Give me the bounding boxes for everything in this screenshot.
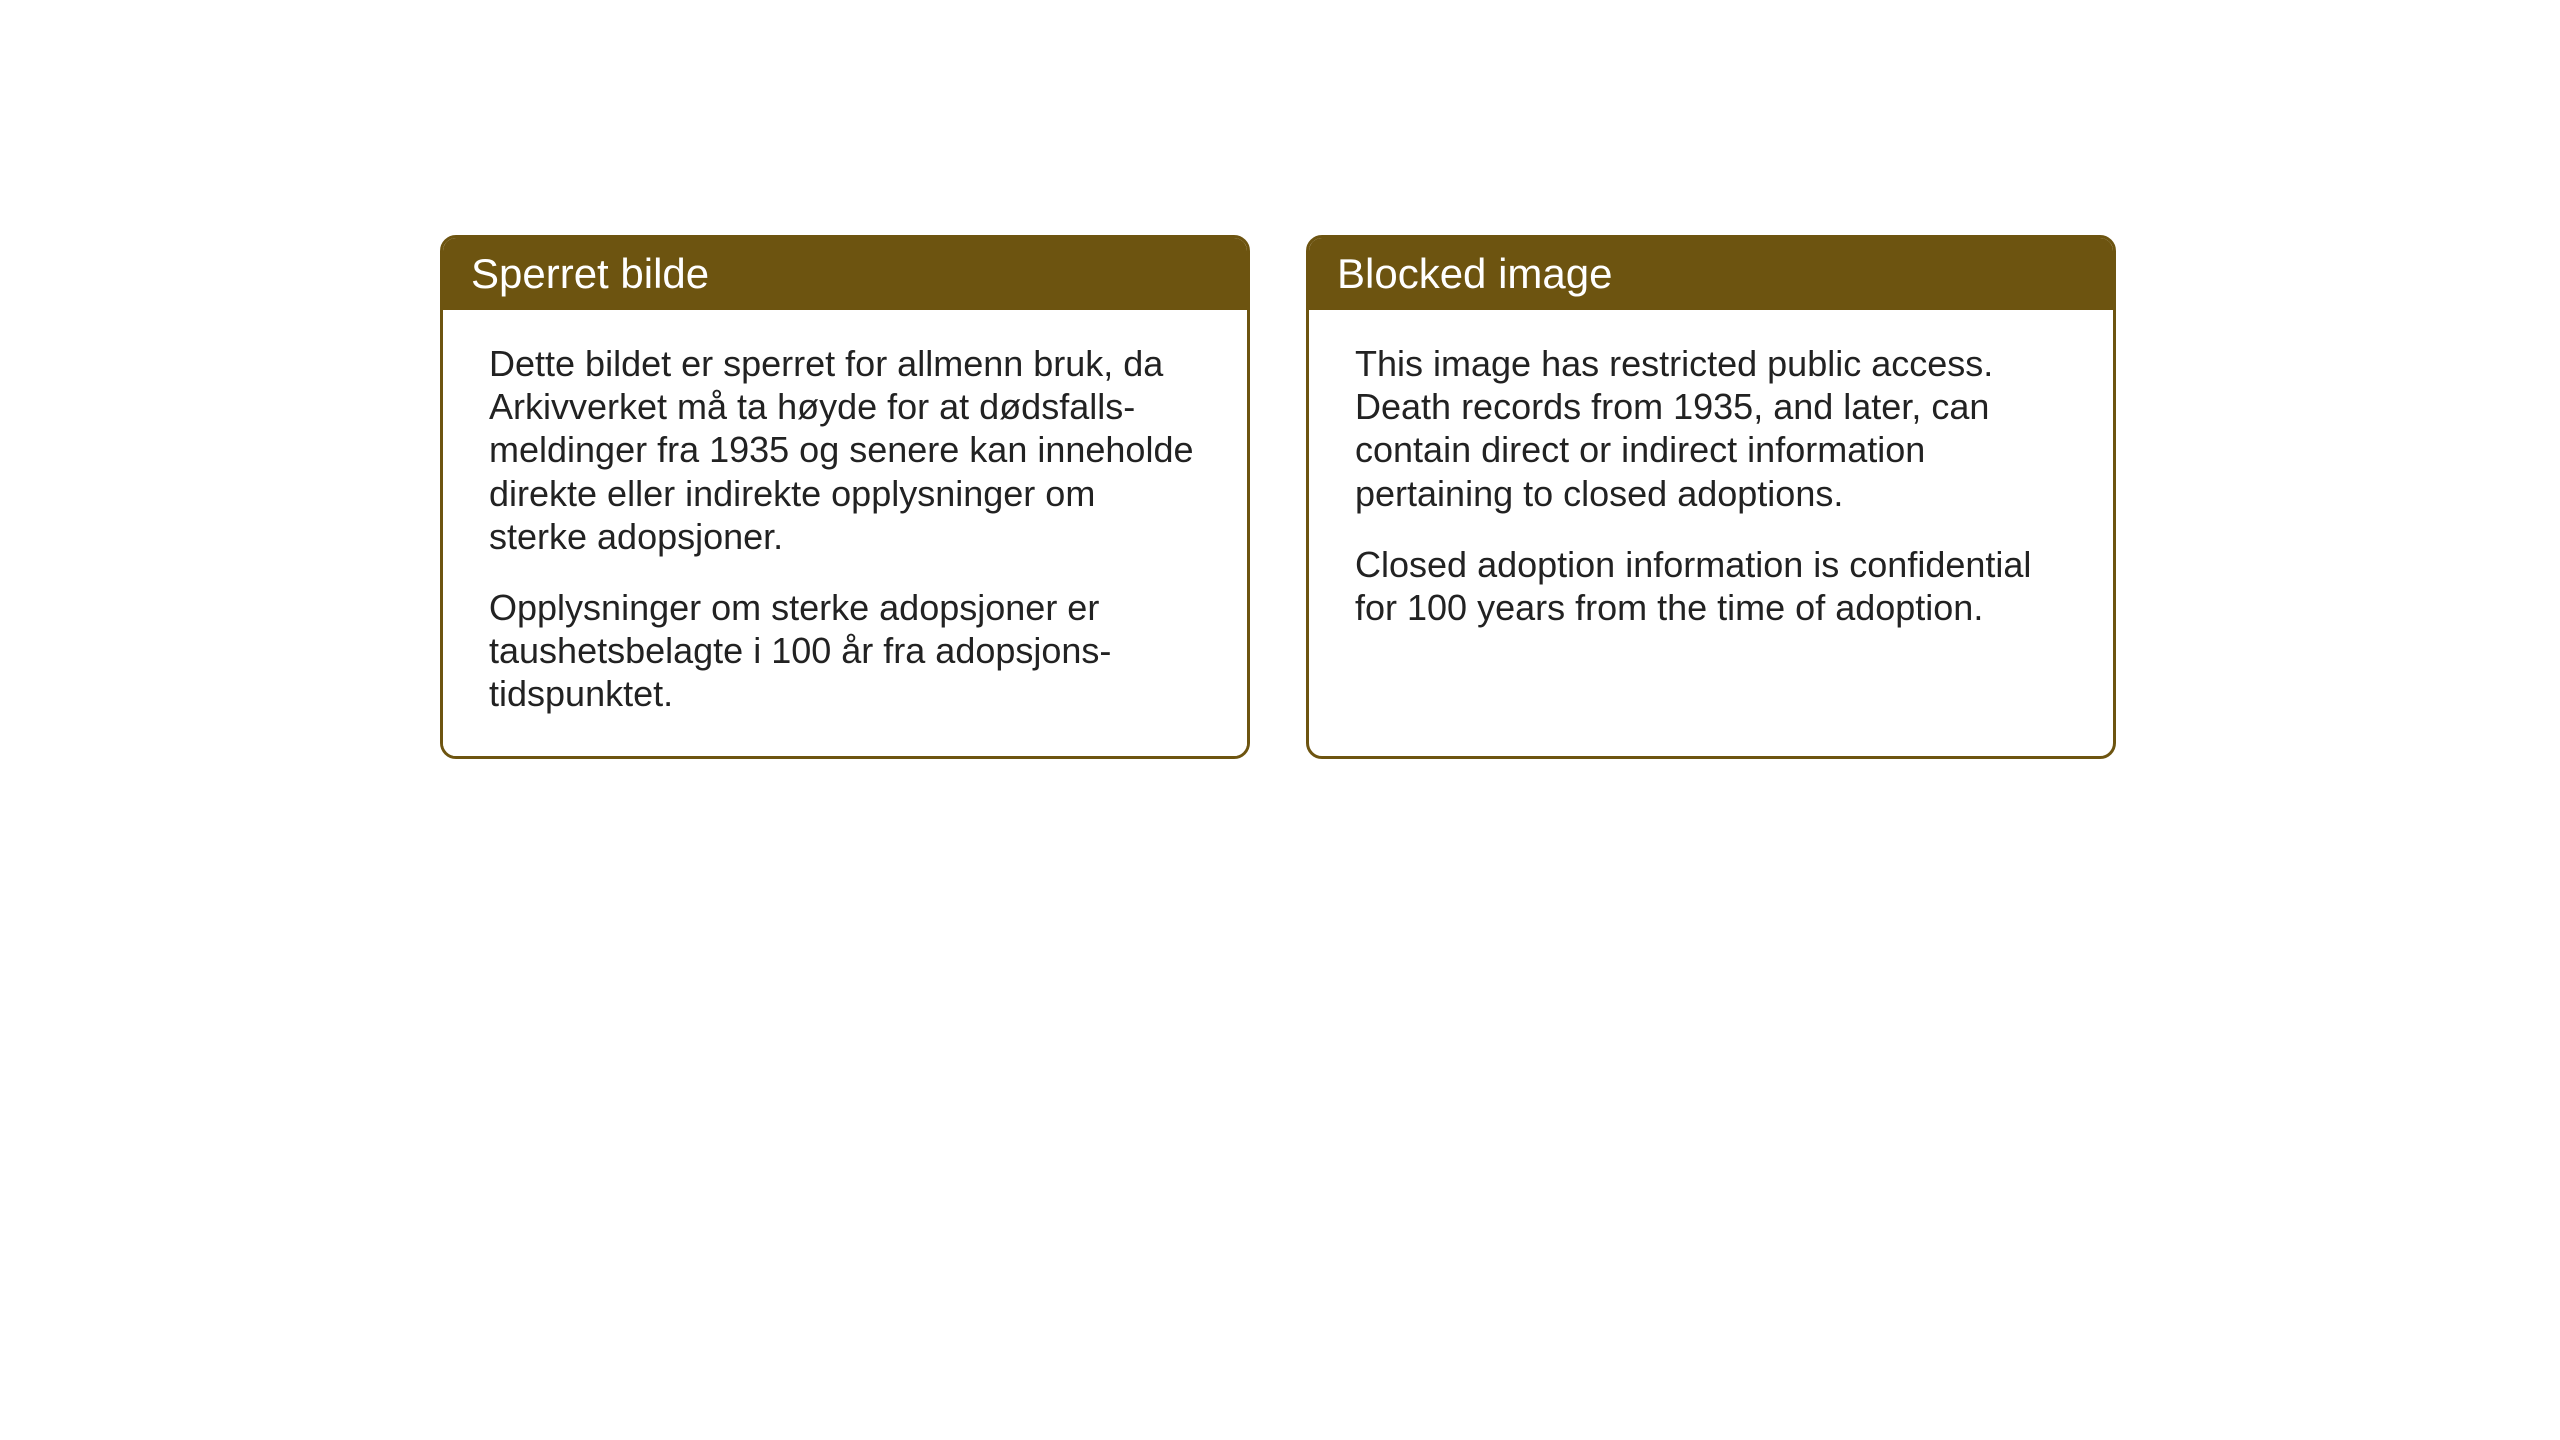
card-body-norwegian: Dette bildet er sperret for allmenn bruk… xyxy=(443,310,1247,756)
card-paragraph2-english: Closed adoption information is confident… xyxy=(1355,543,2067,629)
card-paragraph1-norwegian: Dette bildet er sperret for allmenn bruk… xyxy=(489,342,1201,558)
notice-container: Sperret bilde Dette bildet er sperret fo… xyxy=(440,235,2116,759)
card-norwegian: Sperret bilde Dette bildet er sperret fo… xyxy=(440,235,1250,759)
card-title-norwegian: Sperret bilde xyxy=(471,250,709,297)
card-title-english: Blocked image xyxy=(1337,250,1612,297)
card-body-english: This image has restricted public access.… xyxy=(1309,310,2113,669)
card-paragraph1-english: This image has restricted public access.… xyxy=(1355,342,2067,515)
card-paragraph2-norwegian: Opplysninger om sterke adopsjoner er tau… xyxy=(489,586,1201,716)
card-header-norwegian: Sperret bilde xyxy=(443,238,1247,310)
card-english: Blocked image This image has restricted … xyxy=(1306,235,2116,759)
card-header-english: Blocked image xyxy=(1309,238,2113,310)
